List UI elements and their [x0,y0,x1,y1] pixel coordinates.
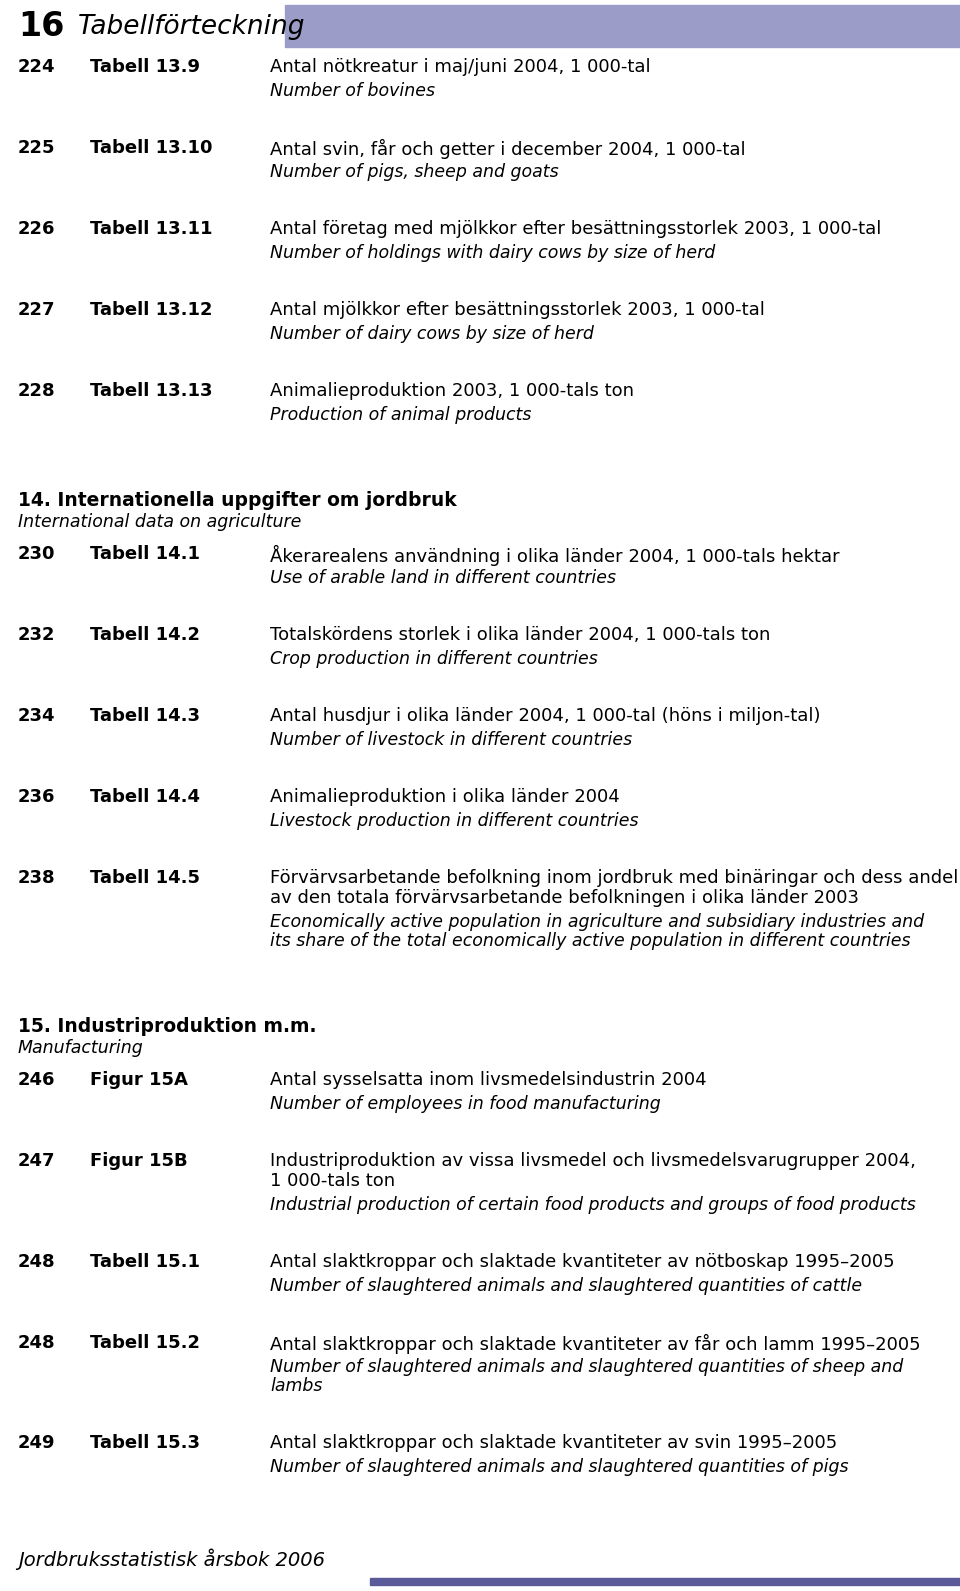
Text: Antal sysselsatta inom livsmedelsindustrin 2004: Antal sysselsatta inom livsmedelsindustr… [270,1071,707,1088]
Text: 224: 224 [18,57,56,76]
Text: 238: 238 [18,869,56,888]
Text: Jordbruksstatistisk årsbok 2006: Jordbruksstatistisk årsbok 2006 [18,1548,325,1569]
Text: Förvärvsarbetande befolkning inom jordbruk med binäringar och dess andel: Förvärvsarbetande befolkning inom jordbr… [270,869,958,888]
Text: Industrial production of certain food products and groups of food products: Industrial production of certain food pr… [270,1196,916,1214]
Text: 15. Industriproduktion m.m.: 15. Industriproduktion m.m. [18,1017,317,1036]
Text: 1 000-tals ton: 1 000-tals ton [270,1173,396,1190]
Text: Animalieproduktion 2003, 1 000-tals ton: Animalieproduktion 2003, 1 000-tals ton [270,382,634,399]
Text: 247: 247 [18,1152,56,1169]
Text: Tabell 14.4: Tabell 14.4 [90,788,200,807]
Text: 248: 248 [18,1333,56,1352]
Text: Figur 15B: Figur 15B [90,1152,187,1169]
Text: Tabell 15.1: Tabell 15.1 [90,1254,200,1271]
Text: Antal slaktkroppar och slaktade kvantiteter av svin 1995–2005: Antal slaktkroppar och slaktade kvantite… [270,1433,837,1453]
Text: Tabell 14.5: Tabell 14.5 [90,869,200,888]
Text: Crop production in different countries: Crop production in different countries [270,651,598,668]
Text: 225: 225 [18,138,56,158]
Text: Antal svin, får och getter i december 2004, 1 000-tal: Antal svin, får och getter i december 20… [270,138,746,159]
Text: Number of employees in food manufacturing: Number of employees in food manufacturin… [270,1095,660,1114]
Text: lambs: lambs [270,1376,323,1395]
Text: Tabell 15.3: Tabell 15.3 [90,1433,200,1453]
Text: 228: 228 [18,382,56,399]
Text: Economically active population in agriculture and subsidiary industries and: Economically active population in agricu… [270,913,924,931]
Text: Tabell 13.10: Tabell 13.10 [90,138,212,158]
Text: Antal nötkreatur i maj/juni 2004, 1 000-tal: Antal nötkreatur i maj/juni 2004, 1 000-… [270,57,651,76]
Text: Tabell 15.2: Tabell 15.2 [90,1333,200,1352]
Text: Tabell 14.2: Tabell 14.2 [90,625,200,644]
Text: Number of dairy cows by size of herd: Number of dairy cows by size of herd [270,325,594,344]
Text: Tabell 13.12: Tabell 13.12 [90,301,212,320]
Text: Åkerarealens användning i olika länder 2004, 1 000-tals hektar: Åkerarealens användning i olika länder 2… [270,546,840,566]
Text: 230: 230 [18,546,56,563]
Text: Use of arable land in different countries: Use of arable land in different countrie… [270,570,616,587]
Text: 16: 16 [18,11,64,43]
Text: 234: 234 [18,706,56,725]
Text: Number of slaughtered animals and slaughtered quantities of pigs: Number of slaughtered animals and slaugh… [270,1457,849,1476]
Text: Antal husdjur i olika länder 2004, 1 000-tal (höns i miljon-tal): Antal husdjur i olika länder 2004, 1 000… [270,706,821,725]
Text: Manufacturing: Manufacturing [18,1039,144,1056]
Text: Totalskördens storlek i olika länder 2004, 1 000-tals ton: Totalskördens storlek i olika länder 200… [270,625,770,644]
Text: Number of slaughtered animals and slaughtered quantities of sheep and: Number of slaughtered animals and slaugh… [270,1359,903,1376]
Text: Tabell 14.1: Tabell 14.1 [90,546,200,563]
Text: Antal slaktkroppar och slaktade kvantiteter av får och lamm 1995–2005: Antal slaktkroppar och slaktade kvantite… [270,1333,921,1354]
Text: 248: 248 [18,1254,56,1271]
Text: 249: 249 [18,1433,56,1453]
Text: 226: 226 [18,220,56,239]
Text: Tabellförteckning: Tabellförteckning [78,14,305,40]
Text: its share of the total economically active population in different countries: its share of the total economically acti… [270,932,910,950]
Text: Industriproduktion av vissa livsmedel och livsmedelsvarugrupper 2004,: Industriproduktion av vissa livsmedel oc… [270,1152,916,1169]
Text: Tabell 13.11: Tabell 13.11 [90,220,212,239]
Text: Tabell 13.13: Tabell 13.13 [90,382,212,399]
Text: Number of pigs, sheep and goats: Number of pigs, sheep and goats [270,162,559,181]
Text: 14. Internationella uppgifter om jordbruk: 14. Internationella uppgifter om jordbru… [18,492,457,511]
Text: Number of livestock in different countries: Number of livestock in different countri… [270,730,632,749]
Text: 246: 246 [18,1071,56,1088]
Text: Antal mjölkkor efter besättningsstorlek 2003, 1 000-tal: Antal mjölkkor efter besättningsstorlek … [270,301,765,320]
Text: Number of slaughtered animals and slaughtered quantities of cattle: Number of slaughtered animals and slaugh… [270,1278,862,1295]
Text: Tabell 14.3: Tabell 14.3 [90,706,200,725]
Text: Number of bovines: Number of bovines [270,83,435,100]
Text: 227: 227 [18,301,56,320]
Text: av den totala förvärvsarbetande befolkningen i olika länder 2003: av den totala förvärvsarbetande befolkni… [270,889,859,907]
Bar [285,5,960,48]
Text: Number of holdings with dairy cows by size of herd: Number of holdings with dairy cows by si… [270,243,715,263]
Text: Tabell 13.9: Tabell 13.9 [90,57,200,76]
Text: International data on agriculture: International data on agriculture [18,512,301,531]
Text: Antal slaktkroppar och slaktade kvantiteter av nötboskap 1995–2005: Antal slaktkroppar och slaktade kvantite… [270,1254,895,1271]
Text: Livestock production in different countries: Livestock production in different countr… [270,811,638,831]
Text: Animalieproduktion i olika länder 2004: Animalieproduktion i olika länder 2004 [270,788,620,807]
Bar [370,1578,960,1585]
Text: Production of animal products: Production of animal products [270,406,532,423]
Text: 232: 232 [18,625,56,644]
Text: Figur 15A: Figur 15A [90,1071,188,1088]
Text: 236: 236 [18,788,56,807]
Text: Antal företag med mjölkkor efter besättningsstorlek 2003, 1 000-tal: Antal företag med mjölkkor efter besättn… [270,220,881,239]
